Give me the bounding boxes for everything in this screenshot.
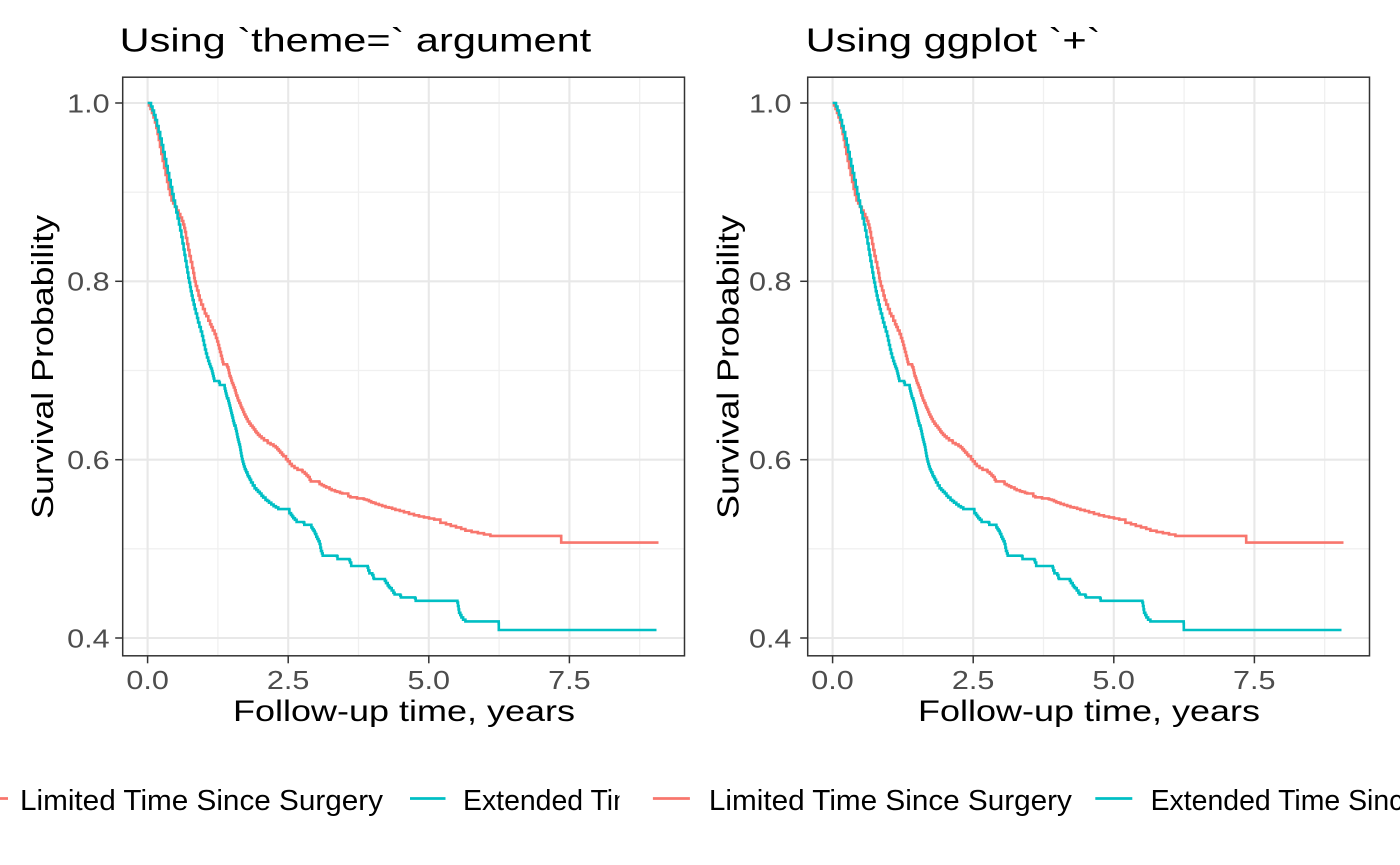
svg-text:Using ggplot `+`: Using ggplot `+` [806, 22, 1101, 59]
svg-text:Survival Probability: Survival Probability [710, 214, 745, 519]
svg-text:0.0: 0.0 [811, 665, 854, 695]
svg-text:1.0: 1.0 [749, 88, 792, 118]
svg-text:Limited Time Since Surgery: Limited Time Since Surgery [709, 785, 1073, 817]
svg-text:Limited Time Since Surgery: Limited Time Since Surgery [20, 785, 384, 817]
svg-text:Follow-up time, years: Follow-up time, years [918, 695, 1260, 728]
svg-text:7.5: 7.5 [548, 665, 591, 695]
svg-text:2.5: 2.5 [952, 665, 995, 695]
svg-text:0.8: 0.8 [67, 267, 110, 297]
svg-text:Using `theme=` argument: Using `theme=` argument [120, 22, 592, 59]
svg-text:0.4: 0.4 [67, 623, 110, 653]
svg-text:Extended Time Since Surgery: Extended Time Since Surgery [463, 785, 839, 817]
svg-text:2.5: 2.5 [267, 665, 310, 695]
svg-text:Survival Probability: Survival Probability [25, 214, 60, 519]
svg-text:5.0: 5.0 [1092, 665, 1135, 695]
svg-text:1.0: 1.0 [67, 88, 110, 118]
svg-text:0.8: 0.8 [749, 267, 792, 297]
svg-text:Follow-up time, years: Follow-up time, years [233, 695, 575, 728]
svg-text:0.0: 0.0 [126, 665, 169, 695]
svg-text:5.0: 5.0 [408, 665, 451, 695]
svg-text:7.5: 7.5 [1233, 665, 1276, 695]
svg-text:0.6: 0.6 [67, 445, 110, 475]
svg-text:Extended Time Since Surgery: Extended Time Since Surgery [1151, 785, 1400, 817]
svg-text:0.4: 0.4 [749, 623, 792, 653]
svg-text:0.6: 0.6 [749, 445, 792, 475]
